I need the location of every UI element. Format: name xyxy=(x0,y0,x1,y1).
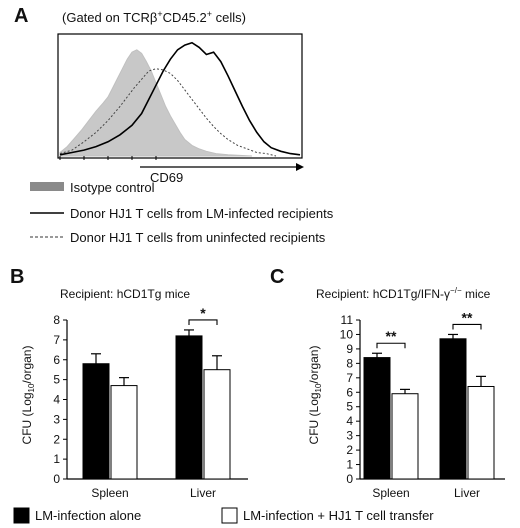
y-tick-label: 4 xyxy=(53,393,60,407)
y-tick-label: 5 xyxy=(346,400,353,414)
y-tick-label: 9 xyxy=(346,342,353,356)
x-tick-label: Liver xyxy=(454,486,480,500)
panel-c-ylabel: CFU (Log10/organ) xyxy=(307,346,323,445)
significance-marker: * xyxy=(200,305,206,321)
significance-bracket xyxy=(376,342,406,349)
panel-c-recipient: Recipient: hCD1Tg/IFN-γ−/− mice xyxy=(316,286,491,301)
bar-lm-alone xyxy=(439,338,467,480)
infected-histogram-line xyxy=(59,41,301,156)
y-tick-label: 10 xyxy=(340,327,354,341)
y-tick-label: 0 xyxy=(346,472,353,486)
panel-a-x-ticks xyxy=(59,156,157,160)
bar-lm-transfer xyxy=(203,369,231,480)
panel-a-histograms xyxy=(59,41,301,157)
legend-isotype-label: Isotype control xyxy=(70,180,155,195)
y-tick-label: 6 xyxy=(346,385,353,399)
legend-lm-transfer-swatch xyxy=(221,507,238,524)
cd69-arrow-head xyxy=(296,163,304,171)
panel-b-recipient: Recipient: hCD1Tg mice xyxy=(60,287,190,301)
significance-bracket xyxy=(452,323,482,330)
y-tick-label: 2 xyxy=(53,432,60,446)
y-tick-label: 5 xyxy=(53,373,60,387)
panel-b-letter: B xyxy=(10,266,24,288)
y-tick-label: 8 xyxy=(346,356,353,370)
legend-lm-alone-swatch xyxy=(13,507,30,524)
x-tick-label: Spleen xyxy=(372,486,409,500)
panel-a-gate-title: (Gated on TCRβ+CD45.2+ cells) xyxy=(62,9,246,25)
legend-isotype-swatch xyxy=(30,182,64,191)
bar-lm-transfer xyxy=(391,393,419,480)
y-tick-label: 7 xyxy=(53,333,60,347)
y-tick-label: 3 xyxy=(53,412,60,426)
y-tick-label: 11 xyxy=(341,313,354,327)
panel-b-ylabel: CFU (Log10/organ) xyxy=(20,346,36,445)
significance-marker: ** xyxy=(386,328,397,344)
x-tick-label: Spleen xyxy=(91,486,128,500)
legend-uninfected-label: Donor HJ1 T cells from uninfected recipi… xyxy=(70,230,326,245)
legend-lm-transfer-label: LM-infection + HJ1 T cell transfer xyxy=(243,508,434,523)
y-tick-label: 4 xyxy=(346,414,353,428)
bar-lm-transfer xyxy=(467,385,495,480)
bar-lm-alone xyxy=(363,357,391,480)
bar-lm-transfer xyxy=(110,385,138,480)
panel-b-chart: 0 1 2 3 4 5 6 7 8 Spleen Liver * xyxy=(53,305,248,500)
y-tick-label: 3 xyxy=(346,429,353,443)
panel-c-letter: C xyxy=(270,266,284,288)
y-tick-label: 7 xyxy=(346,371,353,385)
bar-lm-alone xyxy=(82,363,110,480)
legend-infected-label: Donor HJ1 T cells from LM-infected recip… xyxy=(70,206,334,221)
y-tick-label: 1 xyxy=(53,452,60,466)
y-tick-label: 6 xyxy=(53,353,60,367)
significance-bracket xyxy=(188,319,218,325)
y-tick-label: 8 xyxy=(53,313,60,327)
y-tick-label: 1 xyxy=(346,458,353,472)
x-tick-label: Liver xyxy=(190,486,216,500)
legend-lm-alone-label: LM-infection alone xyxy=(35,508,141,523)
y-tick-label: 2 xyxy=(346,443,353,457)
isotype-histogram-area xyxy=(59,49,253,157)
panel-a-letter: A xyxy=(14,5,28,27)
y-tick-label: 0 xyxy=(53,472,60,486)
bar-lm-alone xyxy=(175,335,203,480)
significance-marker: ** xyxy=(462,309,473,325)
cd69-axis-label: CD69 xyxy=(150,170,183,185)
panel-a-plot-frame xyxy=(57,33,303,159)
